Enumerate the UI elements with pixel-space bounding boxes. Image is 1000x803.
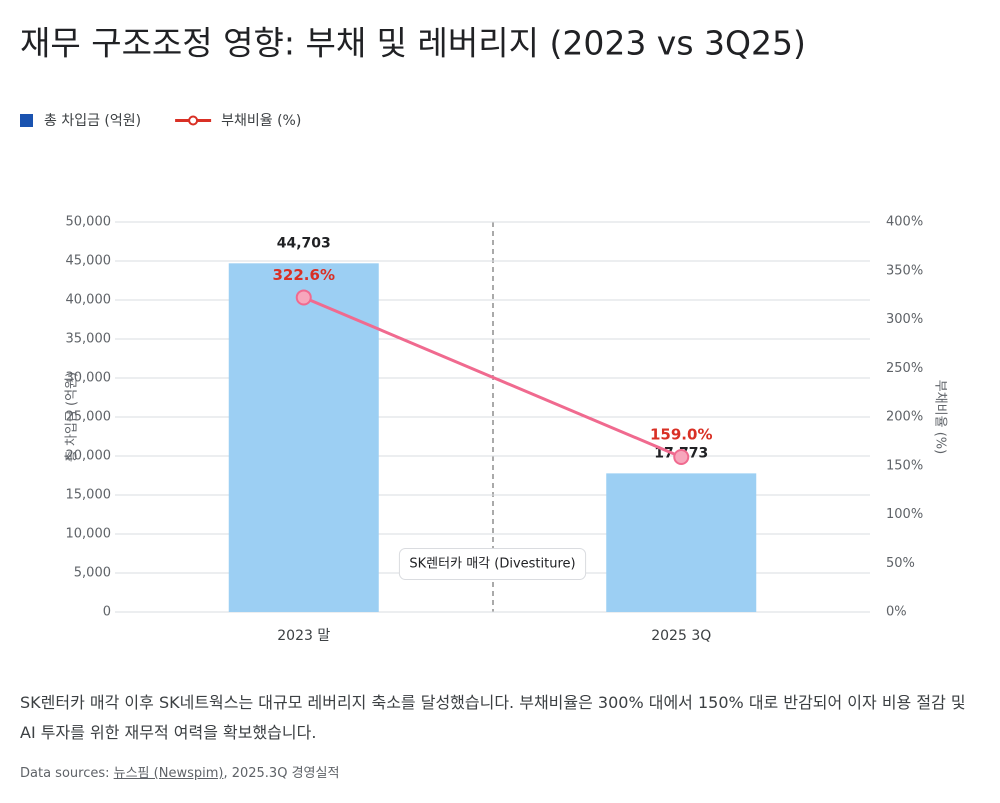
y-tick-label: 30,000 — [66, 371, 112, 386]
y2-tick-label: 100% — [886, 507, 923, 522]
source: Data sources: 뉴스핌 (Newspim), 2025.3Q 경영실… — [20, 762, 339, 781]
y2-tick-label: 400% — [886, 215, 923, 230]
y2-tick-label: 200% — [886, 410, 923, 425]
x-tick-label: 2023 말 — [277, 628, 330, 644]
line-marker — [673, 448, 690, 465]
y2-tick-label: 300% — [886, 312, 923, 327]
y2-tick-label: 250% — [886, 361, 923, 376]
line-value-label: 322.6% — [273, 266, 335, 284]
annotation: SK렌터카 매각 (Divestiture) — [409, 557, 575, 572]
line — [303, 296, 682, 459]
legend-label: 부채비율 (%) — [221, 113, 301, 129]
y-tick-label: 0 — [103, 605, 111, 620]
bar — [606, 473, 757, 612]
source-link[interactable]: 뉴스핌 (Newspim) — [113, 766, 224, 781]
chart: 재무 구조조정 영향: 부채 및 레버리지 (2023 vs 3Q25) 총 차… — [20, 24, 948, 644]
y-tick-label: 50,000 — [66, 215, 112, 230]
bar — [228, 263, 379, 612]
x-tick-label: 2025 3Q — [651, 628, 711, 644]
y-tick-label: 20,000 — [66, 449, 112, 464]
legend-label: 총 차입금 (억원) — [44, 113, 141, 129]
legend-swatch — [20, 114, 33, 127]
y-tick-label: 35,000 — [66, 332, 112, 347]
y2-tick-label: 0% — [886, 605, 907, 620]
source-suffix: , 2025.3Q 경영실적 — [223, 766, 340, 781]
y-tick-label: 25,000 — [66, 410, 112, 425]
y-tick-label: 15,000 — [66, 488, 112, 503]
bar-value-label: 44,703 — [277, 235, 331, 251]
y2-axis-title: 부채비율 (%) — [933, 380, 948, 454]
legend-swatch — [188, 115, 199, 126]
chart-title: 재무 구조조정 영향: 부채 및 레버리지 (2023 vs 3Q25) — [20, 24, 806, 63]
y-tick-label: 5,000 — [74, 566, 111, 581]
y2-tick-label: 50% — [886, 556, 915, 571]
y2-tick-label: 150% — [886, 458, 923, 473]
line-marker — [295, 289, 312, 306]
y-tick-label: 45,000 — [66, 254, 112, 269]
annotation-box — [398, 548, 587, 580]
source-prefix: Data sources: — [20, 766, 110, 781]
description: SK렌터카 매각 이후 SK네트웍스는 대규모 레버리지 축소를 달성했습니다.… — [20, 693, 966, 742]
y-axis-title: 총 차입금 (억원) — [65, 372, 80, 462]
y-tick-label: 40,000 — [66, 293, 112, 308]
line-value-label: 159.0% — [650, 425, 712, 443]
y2-tick-label: 350% — [886, 263, 923, 278]
y-tick-label: 10,000 — [66, 527, 112, 542]
